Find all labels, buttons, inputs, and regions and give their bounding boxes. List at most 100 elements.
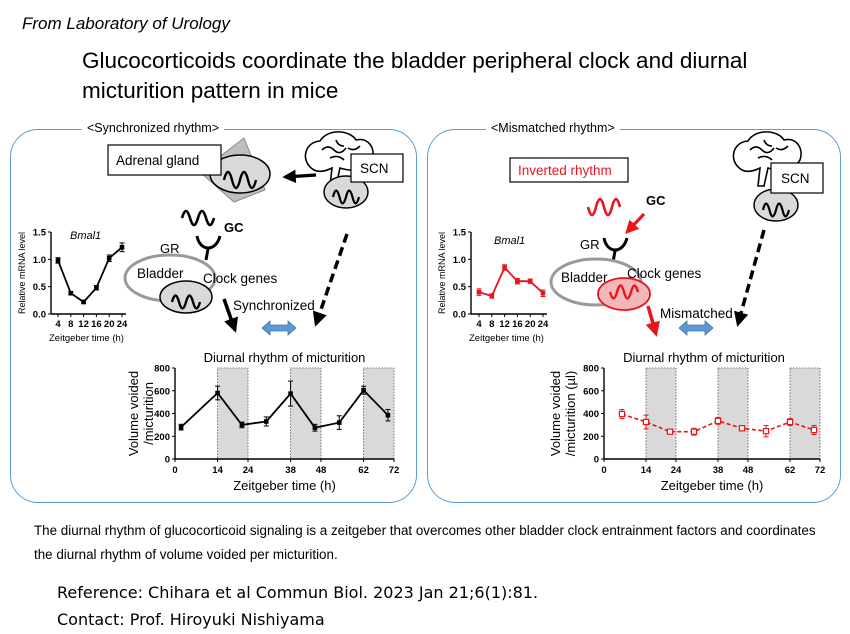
x-tick-label: 4 bbox=[476, 319, 482, 330]
bladder-wave-icon-right bbox=[608, 284, 640, 300]
page-title: Glucocorticoids coordinate the bladder p… bbox=[82, 48, 748, 103]
data-point bbox=[263, 419, 269, 424]
scn-wave-icon bbox=[331, 189, 361, 205]
y-tick-label: 0.0 bbox=[453, 310, 466, 321]
gr-receptor-icon bbox=[195, 235, 222, 250]
data-point bbox=[690, 428, 698, 435]
scn-box-right bbox=[770, 162, 824, 194]
x-tick-label: 38 bbox=[713, 465, 724, 476]
y-tick-label: 1.5 bbox=[453, 228, 467, 239]
bladder-wave-icon bbox=[170, 294, 202, 310]
chart-title: Bmal1 bbox=[70, 230, 101, 242]
y-tick-label: 600 bbox=[583, 386, 599, 397]
clock-genes-label: Clock genes bbox=[203, 271, 278, 286]
gr-label-right: GR bbox=[580, 237, 600, 252]
x-tick-label: 62 bbox=[358, 465, 369, 476]
dark-period-shade bbox=[645, 367, 677, 460]
x-tick-label: 62 bbox=[785, 465, 796, 476]
gc-to-gr-arrow bbox=[625, 212, 646, 234]
data-point bbox=[361, 387, 366, 393]
chart-title: Bmal1 bbox=[494, 235, 525, 247]
y-tick-label: 400 bbox=[154, 409, 170, 420]
x-tick-label: 14 bbox=[641, 465, 652, 476]
data-point bbox=[476, 289, 482, 295]
gr-stem bbox=[204, 248, 210, 261]
caption-text: The diurnal rhythm of glucocorticoid sig… bbox=[34, 523, 816, 562]
data-point bbox=[810, 426, 818, 434]
bladder-label-right: Bladder bbox=[561, 270, 608, 285]
x-tick-label: 72 bbox=[389, 465, 400, 476]
scn-wave-icon-right bbox=[761, 202, 791, 218]
synchronized-label: <Synchronized rhythm> bbox=[82, 121, 225, 135]
scn-box bbox=[350, 153, 404, 183]
y-tick-label: 1.5 bbox=[33, 228, 47, 239]
x-tick-label: 24 bbox=[538, 319, 549, 330]
lab-label: From Laboratory of Urology bbox=[22, 14, 230, 33]
series-line bbox=[180, 388, 389, 429]
dark-period-shade bbox=[789, 367, 821, 460]
data-point bbox=[515, 278, 520, 284]
x-tick-label: 8 bbox=[489, 319, 494, 330]
series-line bbox=[478, 265, 544, 298]
data-point bbox=[540, 290, 546, 296]
y-tick-label: 0.5 bbox=[453, 282, 467, 293]
mismatch-double-arrow bbox=[678, 320, 714, 336]
x-tick-label: 24 bbox=[117, 319, 128, 330]
clock-genes-label-right: Clock genes bbox=[627, 266, 702, 281]
x-tick-label: 20 bbox=[104, 319, 115, 330]
data-point bbox=[666, 428, 674, 435]
dark-period-shade bbox=[717, 367, 749, 460]
scn-dashed-arrow-right bbox=[734, 229, 766, 327]
x-tick-label: 0 bbox=[601, 465, 606, 476]
data-point bbox=[288, 391, 293, 396]
x-tick-label: 16 bbox=[512, 319, 523, 330]
synchronized-label-text: Synchronized bbox=[233, 298, 315, 313]
gr-receptor-icon-right bbox=[602, 237, 629, 252]
inverted-gc-wave-icon bbox=[586, 197, 622, 217]
data-point bbox=[312, 425, 318, 431]
scn-label-right: SCN bbox=[781, 171, 810, 186]
x-tick-label: 24 bbox=[243, 465, 254, 476]
gc-wave-icon bbox=[180, 209, 216, 227]
x-tick-label: 0 bbox=[172, 465, 177, 476]
mismatched-panel bbox=[427, 129, 841, 503]
series-line bbox=[57, 246, 123, 304]
data-point bbox=[336, 420, 342, 425]
y-tick-label: 200 bbox=[154, 432, 170, 443]
y-tick-label: 600 bbox=[154, 386, 170, 397]
adrenal-gland-label: Adrenal gland bbox=[116, 153, 199, 168]
x-axis-label: Zeitgeber time (h) bbox=[49, 333, 124, 344]
x-tick-label: 4 bbox=[55, 319, 61, 330]
data-point bbox=[239, 422, 245, 428]
y-axis-label: Relative mRNA level bbox=[437, 232, 447, 314]
inverted-rhythm-label: Inverted rhythm bbox=[518, 163, 612, 178]
x-axis-label: Zeitgeber time (h) bbox=[661, 478, 764, 493]
chart-title: Diurnal rhythm of micturition bbox=[623, 350, 785, 365]
bmal1-chart-synchronized: 0.0 0.5 1.0 1.5 4 8 12 16 20 24 Zeitgeber time (h)… bbox=[17, 228, 128, 345]
gc-label: GC bbox=[224, 220, 244, 235]
y-tick-label: 0.5 bbox=[33, 282, 47, 293]
y-tick-label: 0 bbox=[165, 455, 170, 466]
data-point bbox=[215, 390, 220, 396]
bmal1-chart-mismatched: 0.0 0.5 1.0 1.5 4 8 12 16 20 24 Zeitgeber time (h)… bbox=[437, 228, 549, 345]
data-point bbox=[55, 258, 61, 263]
x-tick-label: 14 bbox=[212, 465, 223, 476]
bladder-label: Bladder bbox=[137, 266, 184, 281]
data-point bbox=[642, 418, 650, 426]
data-point bbox=[385, 412, 391, 418]
data-point bbox=[714, 417, 722, 425]
y-tick-label: 800 bbox=[583, 364, 599, 375]
x-axis-label: Zeitgeber time (h) bbox=[469, 333, 544, 344]
bladder-to-micturition-arrow-right bbox=[645, 305, 660, 337]
x-tick-label: 48 bbox=[743, 465, 754, 476]
x-tick-label: 48 bbox=[316, 465, 327, 476]
scn-label: SCN bbox=[360, 161, 389, 176]
inverted-rhythm-box bbox=[509, 157, 629, 183]
y-tick-label: 0 bbox=[594, 455, 599, 466]
x-axis-label: Zeitgeber time (h) bbox=[233, 478, 336, 493]
x-tick-label: 38 bbox=[285, 465, 296, 476]
brain-icon bbox=[304, 131, 374, 187]
data-point bbox=[106, 255, 112, 261]
reference-text: Reference: Chihara et al Commun Biol. 20… bbox=[57, 583, 539, 602]
scn-dashed-arrow bbox=[312, 233, 349, 327]
